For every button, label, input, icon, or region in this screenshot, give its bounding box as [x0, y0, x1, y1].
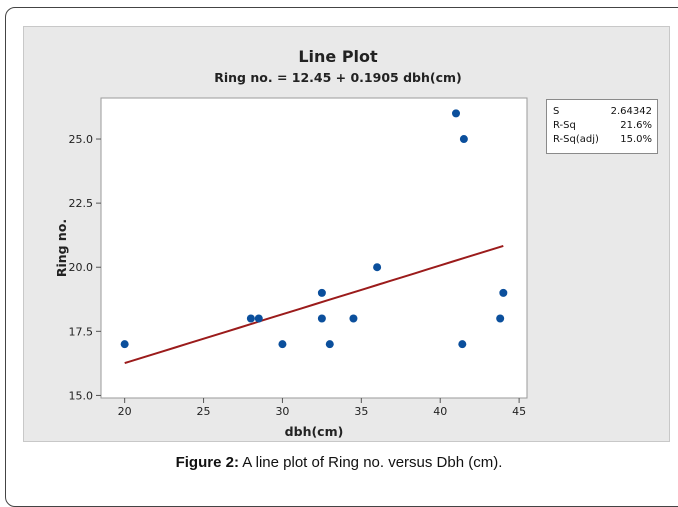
x-tick-label: 25 [197, 405, 211, 418]
x-tick-label: 35 [354, 405, 368, 418]
y-tick-label: 17.5 [69, 325, 94, 338]
caption-text: A line plot of Ring no. versus Dbh (cm). [242, 454, 503, 471]
x-tick-label: 40 [433, 405, 447, 418]
data-point [499, 288, 508, 297]
y-tick-label: 15.0 [69, 389, 94, 402]
fit-line [124, 244, 504, 365]
axis-ticks [96, 138, 520, 403]
stat-row-r-sq-adj: R-Sq(adj) 15.0% [553, 133, 652, 147]
data-point [317, 314, 326, 323]
x-axis-label: dbh(cm) [285, 424, 344, 439]
figure-caption: Figure 2: A line plot of Ring no. versus… [0, 454, 678, 471]
stat-row-s: S 2.64342 [553, 105, 652, 119]
x-tick-label: 30 [275, 405, 289, 418]
model-summary-box: S 2.64342 R-Sq 21.6% R-Sq(adj) 15.0% [546, 99, 658, 154]
stat-label: R-Sq(adj) [553, 134, 599, 145]
data-point [278, 340, 287, 349]
stat-label: S [553, 106, 560, 117]
data-point [254, 314, 263, 323]
caption-label: Figure 2: [175, 454, 239, 471]
stat-value: 21.6% [620, 120, 652, 131]
data-point [496, 314, 505, 323]
data-point [325, 340, 334, 349]
stat-value: 2.64342 [610, 106, 652, 117]
data-points [120, 109, 508, 349]
data-point [246, 314, 255, 323]
line-plot-chart: 20 25 30 35 40 45 15.0 17.5 20.0 22.5 25.0 Line Pl… [54, 47, 528, 439]
stat-row-r-sq: R-Sq 21.6% [553, 119, 652, 133]
data-point [452, 109, 460, 118]
data-point [373, 263, 382, 272]
data-point [458, 340, 467, 349]
x-tick-label: 20 [118, 405, 132, 418]
chart-title: Line Plot [298, 47, 378, 66]
chart-subtitle: Ring no. = 12.45 + 0.1905 dbh(cm) [214, 70, 461, 85]
axis-labels: 20 25 30 35 40 45 15.0 17.5 20.0 22.5 25.0 [69, 133, 527, 418]
y-axis-label: Ring no. [54, 219, 69, 277]
stat-value: 15.0% [620, 134, 652, 145]
plot-area [100, 97, 528, 399]
x-tick-label: 45 [512, 405, 526, 418]
data-point [459, 135, 468, 144]
stat-label: R-Sq [553, 120, 576, 131]
y-tick-label: 25.0 [69, 133, 94, 146]
data-point [317, 288, 326, 297]
data-point [120, 340, 129, 349]
y-tick-label: 22.5 [69, 197, 94, 210]
data-point [349, 314, 358, 323]
y-tick-label: 20.0 [69, 261, 94, 274]
